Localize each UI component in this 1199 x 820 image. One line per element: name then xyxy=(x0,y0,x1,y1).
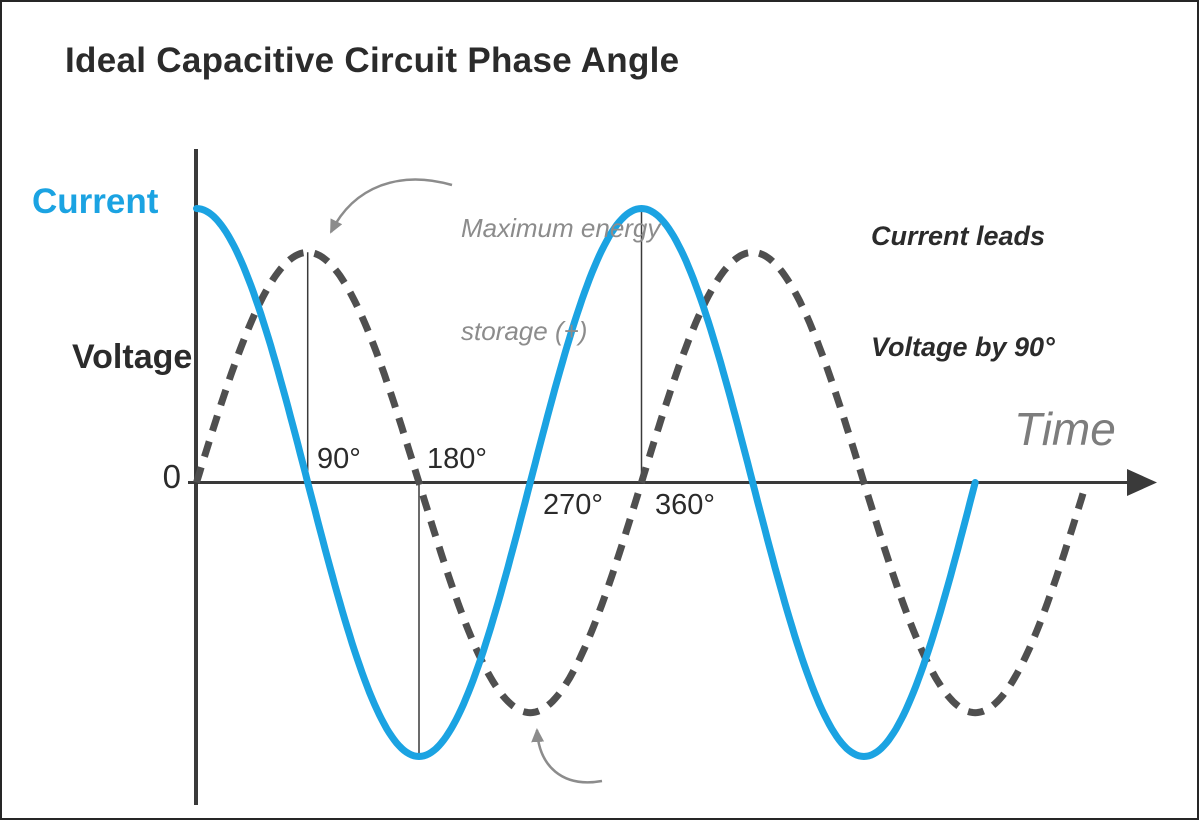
annotation-max-energy-positive: Maximum energy storage (+) xyxy=(461,142,660,417)
x-tick-90: 90° xyxy=(317,443,361,475)
x-tick-180: 180° xyxy=(427,443,487,475)
annotation-minus-line-1: Maximum energy xyxy=(611,815,810,818)
voltage-curve xyxy=(193,248,1088,717)
current-series-label: Current xyxy=(32,182,159,221)
page-title: Ideal Capacitive Circuit Phase Angle xyxy=(65,41,680,80)
phase-note-line-1: Current leads xyxy=(871,220,1046,251)
annotation-plus-line-1: Maximum energy xyxy=(461,212,661,243)
annotation-arrow-max-minus xyxy=(531,728,603,784)
annotation-arrow-max-plus xyxy=(329,178,453,234)
phase-note-line-2: Voltage by 90° xyxy=(871,332,1055,363)
origin-label: 0 xyxy=(162,458,181,495)
time-axis-label: Time xyxy=(1014,403,1116,455)
annotation-plus-line-2: storage (+) xyxy=(461,315,588,346)
current-curve xyxy=(193,204,979,761)
degree-marker-lines xyxy=(306,208,643,757)
x-tick-270: 270° xyxy=(543,489,603,521)
voltage-series-label: Voltage xyxy=(72,338,193,376)
x-tick-360: 360° xyxy=(655,489,715,521)
phase-relationship-note: Current leads Voltage by 90° xyxy=(871,143,1055,441)
annotation-max-energy-negative: Maximum energy storage (-) xyxy=(611,746,810,818)
